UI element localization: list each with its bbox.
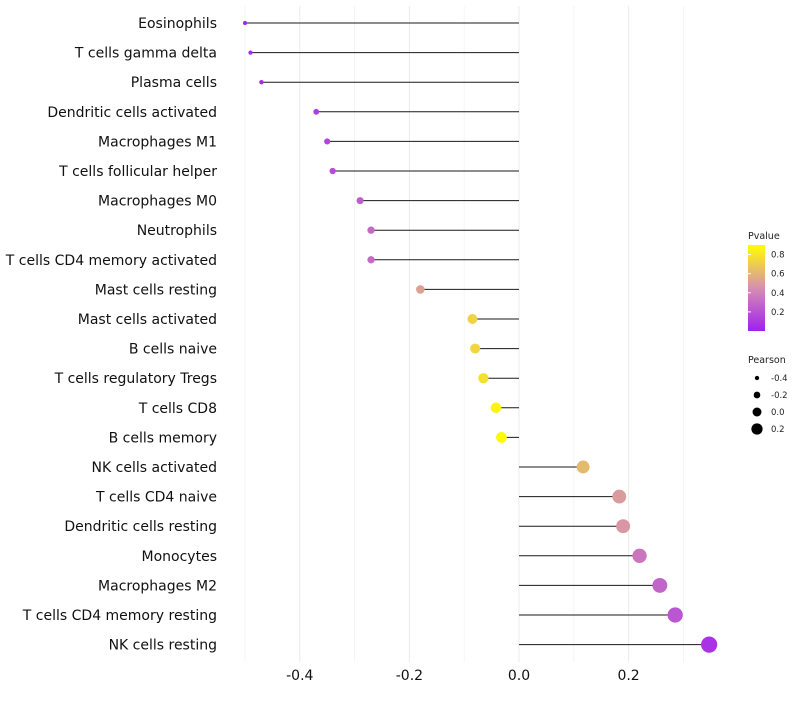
y-tick-label: B cells naive — [129, 342, 217, 358]
point-macrophages-m0 — [356, 197, 364, 205]
point-t-cells-follicular-helper — [329, 167, 336, 175]
y-tick-label: T cells regulatory Tregs — [54, 371, 217, 387]
point-mast-cells-resting — [416, 285, 425, 294]
y-tick-labels: Eosinophils T cells gamma delta Plasma cel… — [5, 16, 217, 654]
y-tick-label: NK cells activated — [92, 460, 217, 476]
pvalue-legend-label: 0.8 — [771, 251, 785, 261]
x-tick-label: 0.0 — [508, 668, 530, 684]
point-t-cells-cd4-naive — [612, 489, 627, 504]
point-neutrophils — [367, 226, 375, 234]
point-dendritic-cells-resting — [616, 519, 631, 534]
point-t-cells-gamma-delta — [248, 50, 253, 55]
pearson-legend-key — [754, 375, 760, 381]
pearson-legend-key — [752, 407, 762, 417]
point-layer — [243, 21, 718, 653]
point-monocytes — [632, 548, 647, 563]
y-tick-label: T cells CD4 memory resting — [22, 608, 217, 624]
point-t-cells-cd8 — [490, 402, 502, 414]
point-b-cells-memory — [496, 432, 507, 443]
pvalue-colorbar — [748, 245, 765, 331]
pearson-legend-key — [753, 391, 761, 399]
x-tick-labels: -0.4 -0.2 0.0 0.2 — [286, 668, 640, 684]
point-t-cells-cd4-memory-resting — [667, 607, 683, 623]
y-tick-label: T cells gamma delta — [74, 46, 217, 62]
y-tick-label: T cells CD8 — [138, 401, 217, 417]
point-t-cells-cd4-memory-activated — [367, 256, 375, 264]
x-tick-label: -0.4 — [286, 668, 313, 684]
x-tick-label: -0.2 — [396, 668, 423, 684]
point-b-cells-naive — [470, 343, 481, 354]
pearson-legend-label: -0.2 — [771, 391, 788, 401]
point-nk-cells-resting — [701, 636, 718, 653]
pvalue-legend: Pvalue 0.8 0.6 0.4 0.2 — [748, 231, 785, 331]
point-eosinophils — [243, 21, 247, 25]
y-tick-label: Macrophages M2 — [98, 578, 217, 594]
pearson-legend-title: Pearson — [748, 355, 786, 366]
pearson-legend-key — [751, 423, 763, 435]
pearson-legend-label: -0.4 — [771, 374, 788, 384]
point-nk-cells-activated — [576, 460, 590, 474]
y-tick-label: Dendritic cells resting — [64, 519, 217, 535]
point-dendritic-cells-activated — [313, 108, 320, 115]
point-macrophages-m2 — [652, 577, 668, 593]
pvalue-legend-label: 0.2 — [771, 308, 785, 318]
x-tick-label: 0.2 — [617, 668, 639, 684]
point-t-cells-regulatory-tregs — [478, 373, 489, 384]
point-plasma-cells — [259, 79, 264, 85]
pvalue-legend-label: 0.6 — [771, 270, 785, 280]
y-tick-label: Dendritic cells activated — [47, 105, 217, 121]
y-tick-label: T cells CD4 naive — [95, 490, 217, 506]
y-tick-label: NK cells resting — [109, 638, 217, 654]
y-tick-label: Mast cells activated — [78, 312, 217, 328]
y-tick-label: Monocytes — [142, 549, 217, 565]
grid-layer — [244, 6, 684, 662]
y-tick-label: Neutrophils — [137, 223, 217, 239]
pearson-legend-label: 0.2 — [771, 425, 785, 435]
y-tick-label: B cells memory — [109, 430, 217, 446]
y-tick-label: Macrophages M0 — [98, 194, 217, 210]
y-tick-label: Mast cells resting — [95, 282, 217, 298]
point-macrophages-m1 — [324, 138, 331, 145]
y-tick-label: Eosinophils — [138, 16, 217, 32]
y-tick-label: T cells CD4 memory activated — [5, 253, 217, 269]
pearson-legend-label: 0.0 — [771, 408, 785, 418]
pvalue-legend-label: 0.4 — [771, 289, 785, 299]
y-tick-label: T cells follicular helper — [58, 164, 217, 180]
y-tick-label: Macrophages M1 — [98, 134, 217, 150]
point-mast-cells-activated — [467, 314, 478, 324]
y-tick-label: Plasma cells — [131, 75, 217, 91]
pearson-legend: Pearson -0.4 -0.2 0.0 0.2 — [748, 355, 788, 435]
pvalue-legend-title: Pvalue — [748, 231, 780, 242]
